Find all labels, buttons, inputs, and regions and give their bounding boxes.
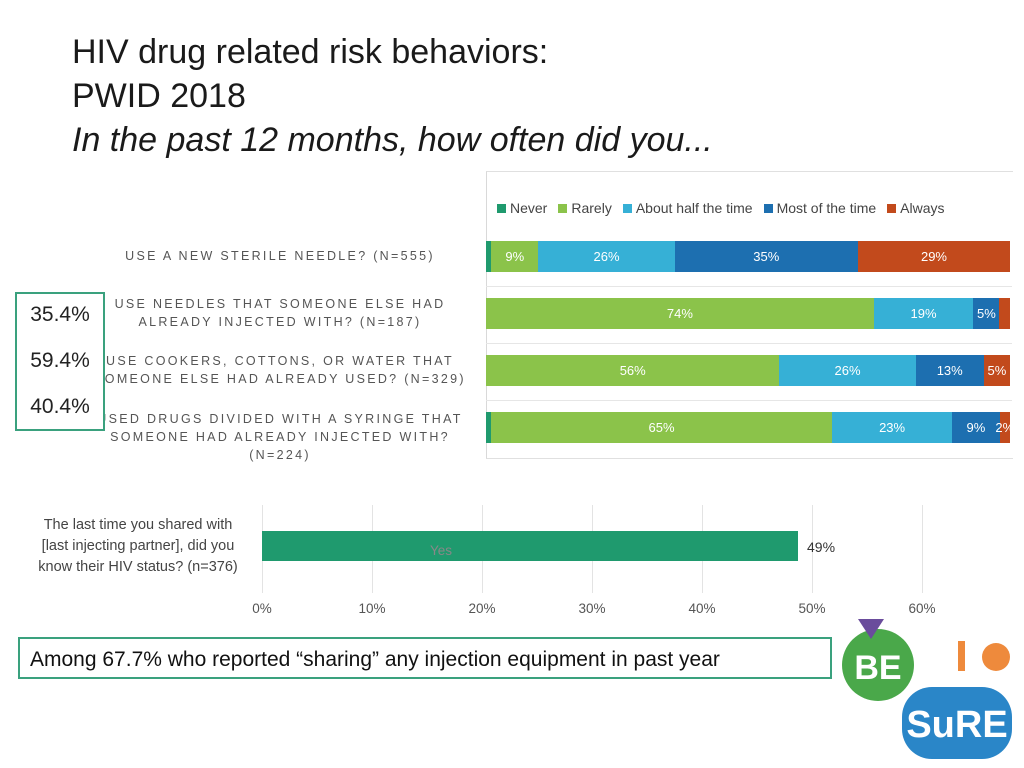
row-label-line: USE NEEDLES THAT SOMEONE ELSE HAD bbox=[114, 297, 446, 311]
row-separator bbox=[486, 286, 1012, 287]
row-label: USE A NEW STERILE NEEDLE? (N=555) bbox=[90, 247, 470, 265]
row-label: USE COOKERS, COTTONS, OR WATER THAT SOMEO… bbox=[90, 352, 470, 388]
bar-segment bbox=[999, 298, 1010, 329]
bar-segment: 29% bbox=[858, 241, 1010, 272]
bar-segment: 9% bbox=[952, 412, 1000, 443]
x-tick-label: 0% bbox=[252, 601, 272, 616]
bar-segment: 26% bbox=[779, 355, 916, 386]
title-line-1: HIV drug related risk behaviors: bbox=[72, 33, 549, 71]
x-tick-label: 50% bbox=[798, 601, 826, 616]
percent-value-1: 35.4% bbox=[30, 303, 90, 326]
yes-bar bbox=[262, 531, 798, 561]
bar-segment: 65% bbox=[491, 412, 832, 443]
legend-swatch bbox=[763, 203, 773, 213]
x-tick-label: 20% bbox=[468, 601, 496, 616]
chart-legend: Never Rarely About half the time Most of th… bbox=[497, 200, 945, 216]
gridline bbox=[812, 505, 813, 593]
question-line: know their HIV status? (n=376) bbox=[38, 559, 238, 575]
row-label-line: ALREADY INJECTED WITH? (N=187) bbox=[138, 315, 422, 329]
logo-text-top: BE bbox=[854, 649, 901, 687]
bar-segment bbox=[486, 412, 492, 443]
x-tick-label: 40% bbox=[688, 601, 716, 616]
gridline bbox=[922, 505, 923, 593]
question-line: [last injecting partner], did you bbox=[41, 538, 235, 554]
footnote: Among 67.7% who reported “sharing” any i… bbox=[18, 637, 832, 679]
legend-item: Never bbox=[497, 200, 547, 216]
row-label: USE NEEDLES THAT SOMEONE ELSE HAD ALREADY… bbox=[90, 295, 470, 331]
x-tick-label: 30% bbox=[578, 601, 606, 616]
bar-segment: 35% bbox=[674, 241, 859, 272]
bar-segment: 56% bbox=[486, 355, 780, 386]
row-label-line: SOMEONE HAD ALREADY INJECTED WITH? bbox=[110, 430, 450, 444]
logo-blue-shape bbox=[902, 687, 1012, 759]
percent-value-3: 40.4% bbox=[30, 395, 90, 418]
logo-orange-bar bbox=[958, 641, 965, 671]
legend-swatch bbox=[622, 203, 632, 213]
legend-swatch bbox=[558, 203, 568, 213]
bar-segment: 5% bbox=[973, 298, 1000, 329]
stacked-bar: 56% 26% 13% 5% bbox=[486, 355, 1010, 386]
legend-label: Always bbox=[900, 200, 945, 216]
bar-segment: 19% bbox=[873, 298, 974, 329]
stacked-bar: 9% 26% 35% 29% bbox=[486, 241, 1010, 272]
title-question: In the past 12 months, how often did you… bbox=[72, 121, 713, 159]
row-label-line: USE COOKERS, COTTONS, OR WATER THAT bbox=[106, 354, 454, 368]
hiv-status-bar-chart: 0% 10% 20% 30% 40% 50% 60% Yes 49% bbox=[252, 505, 962, 625]
question-line: The last time you shared with bbox=[43, 517, 233, 533]
legend-label: About half the time bbox=[635, 200, 753, 216]
logo-orange-dot bbox=[982, 643, 1010, 671]
legend-label: Never bbox=[510, 200, 548, 216]
be-sure-logo: BE SuRE bbox=[842, 619, 1012, 759]
row-label-line: SOMEONE ELSE HAD ALREADY USED? (N=329) bbox=[94, 372, 466, 386]
row-label: USED DRUGS DIVIDED WITH A SYRINGE THAT SO… bbox=[90, 410, 470, 464]
logo-green-circle bbox=[842, 629, 914, 701]
row-label-line: USED DRUGS DIVIDED WITH A SYRINGE THAT bbox=[97, 412, 463, 426]
logo-triangle bbox=[858, 619, 884, 639]
hiv-status-question: The last time you shared with [last injec… bbox=[22, 515, 254, 578]
bar-segment: 74% bbox=[486, 298, 874, 329]
legend-swatch bbox=[887, 203, 897, 213]
yes-bar-label: Yes bbox=[430, 543, 453, 558]
legend-swatch bbox=[497, 203, 506, 213]
title-line-2: PWID 2018 bbox=[72, 77, 246, 115]
legend-label: Rarely bbox=[571, 200, 612, 216]
legend-item: Rarely bbox=[558, 200, 612, 216]
x-tick-label: 10% bbox=[358, 601, 386, 616]
percent-box: 35.4% 59.4% 40.4% bbox=[15, 292, 105, 431]
percent-value-2: 59.4% bbox=[30, 349, 90, 372]
bar-segment: 23% bbox=[831, 412, 953, 443]
legend-item: Always bbox=[887, 200, 945, 216]
row-separator bbox=[486, 400, 1012, 401]
bar-segment: 9% bbox=[491, 241, 539, 272]
slide-title: HIV drug related risk behaviors: PWID 20… bbox=[72, 30, 713, 162]
bar-segment: 5% bbox=[983, 355, 1010, 386]
legend-item: Most of the time bbox=[763, 200, 877, 216]
row-label-line: (N=224) bbox=[249, 448, 311, 462]
x-tick-label: 60% bbox=[908, 601, 936, 616]
yes-bar-value: 49% bbox=[807, 539, 836, 555]
bar-segment bbox=[486, 241, 492, 272]
bar-segment: 26% bbox=[538, 241, 675, 272]
row-separator bbox=[486, 343, 1012, 344]
legend-label: Most of the time bbox=[776, 200, 877, 216]
stacked-bar: 65% 23% 9% 2% bbox=[486, 412, 1014, 443]
bar-segment: 13% bbox=[915, 355, 984, 386]
bar-segment: 2% bbox=[995, 412, 1014, 443]
row-label-line: USE A NEW STERILE NEEDLE? (N=555) bbox=[125, 249, 435, 263]
stacked-bar: 74% 19% 5% bbox=[486, 298, 1010, 329]
logo-text-bottom: SuRE bbox=[906, 704, 1007, 746]
legend-item: About half the time bbox=[622, 200, 753, 216]
